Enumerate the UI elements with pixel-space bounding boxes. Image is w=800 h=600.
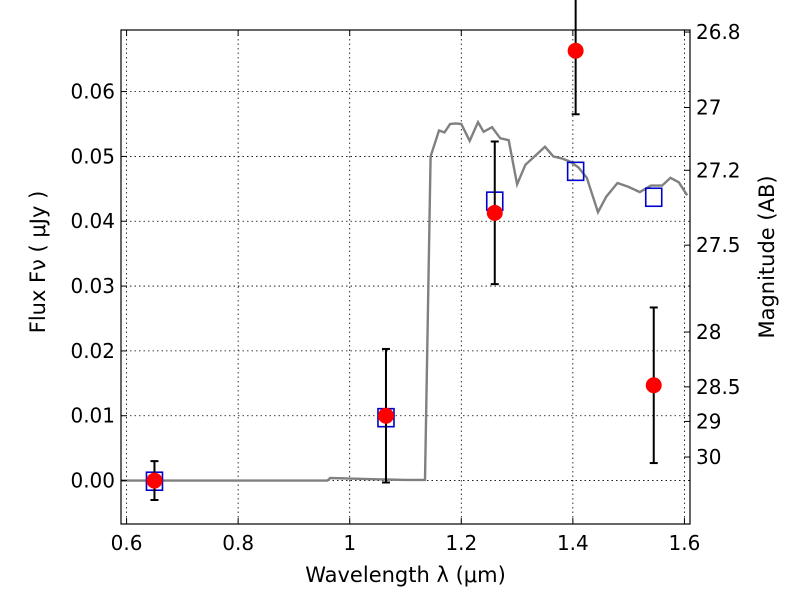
- x-tick-label: 1: [343, 531, 356, 555]
- y2-tick-label: 27.5: [696, 233, 741, 257]
- y2-tick-label: 26.8: [696, 20, 741, 44]
- y-tick-label: 0.04: [70, 209, 115, 233]
- y2-tick-label: 27.2: [696, 158, 741, 182]
- observed-flux-point: [377, 407, 394, 424]
- y2-tick-label: 29: [696, 409, 721, 433]
- y2-tick-label: 28: [696, 320, 721, 344]
- observed-flux-point: [486, 204, 503, 221]
- x-tick-label: 1.6: [669, 531, 701, 555]
- plot-area: [121, 0, 689, 502]
- x-axis-label: Wavelength λ (μm): [305, 563, 506, 587]
- x-tick-label: 0.8: [222, 531, 254, 555]
- y-tick-label: 0.06: [70, 80, 115, 104]
- y2-axis-label: Magnitude (AB): [755, 175, 779, 338]
- y2-tick-label: 28.5: [696, 375, 741, 399]
- y-tick-label: 0.05: [70, 144, 115, 168]
- observed-flux-point: [567, 42, 584, 59]
- y-tick-label: 0.03: [70, 274, 115, 298]
- x-tick-label: 0.6: [111, 531, 143, 555]
- synthetic-flux-square: [566, 161, 585, 182]
- model-spectrum-line: [121, 119, 689, 482]
- y-tick-label: 0.01: [70, 404, 115, 428]
- observed-flux-point: [645, 377, 662, 394]
- y-axis-label: Flux Fν ( μJy ): [26, 191, 50, 334]
- synthetic-flux-square: [644, 187, 663, 208]
- y2-tick-label: 27: [696, 96, 721, 120]
- plot-frame: [120, 29, 691, 525]
- x-tick-label: 1.4: [557, 531, 589, 555]
- y2-tick-label: 30: [696, 445, 721, 469]
- observed-flux-point: [146, 472, 163, 489]
- x-tick-label: 1.2: [445, 531, 477, 555]
- y-tick-label: 0.00: [70, 469, 115, 493]
- y-tick-label: 0.02: [70, 339, 115, 363]
- axis-ticks: 0.6 0.8 1 1.2 1.4 1.6 0.00 0.01 0.02 0.03 0.04 0.05…: [70, 20, 740, 555]
- grid-lines: [121, 30, 690, 524]
